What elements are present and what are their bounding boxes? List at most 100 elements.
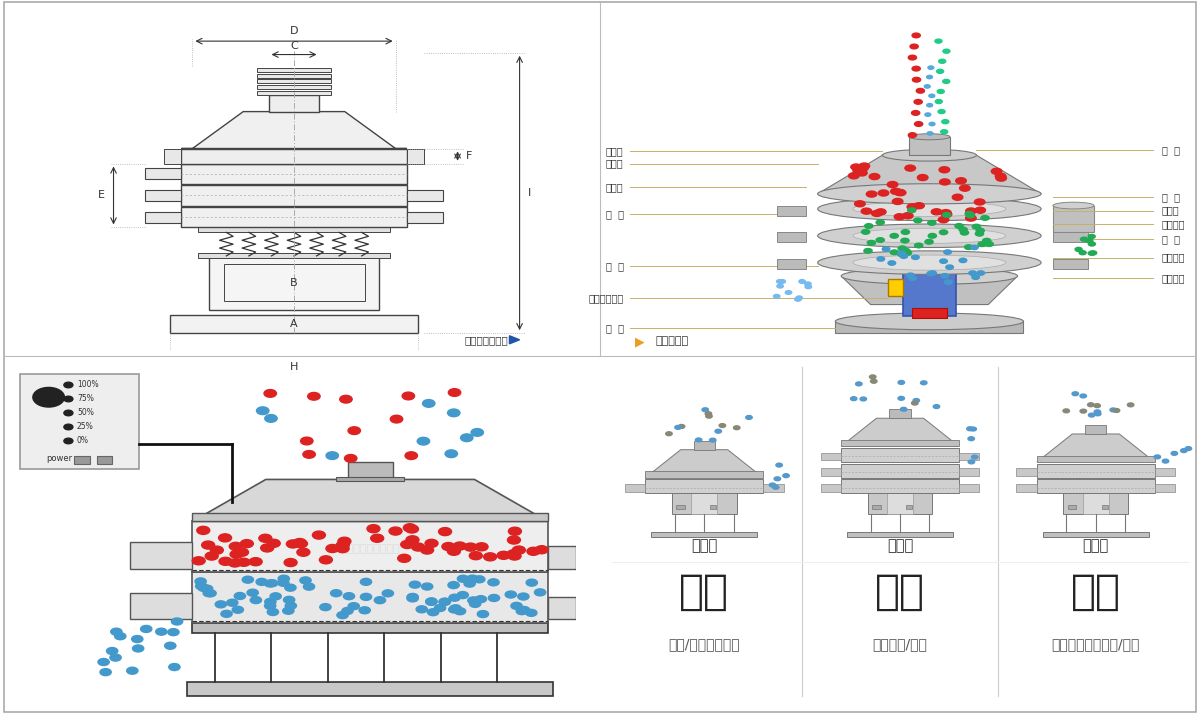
Circle shape bbox=[587, 528, 599, 536]
Circle shape bbox=[1110, 408, 1116, 412]
Circle shape bbox=[745, 416, 752, 419]
Circle shape bbox=[229, 543, 242, 550]
Circle shape bbox=[472, 428, 484, 436]
Bar bbox=[959, 468, 979, 476]
Text: 去除异物/结块: 去除异物/结块 bbox=[872, 637, 928, 651]
Circle shape bbox=[926, 76, 932, 79]
Circle shape bbox=[344, 455, 356, 462]
Circle shape bbox=[268, 608, 278, 615]
Circle shape bbox=[926, 271, 935, 276]
Circle shape bbox=[983, 238, 991, 243]
Circle shape bbox=[907, 208, 916, 213]
Polygon shape bbox=[192, 480, 548, 521]
Circle shape bbox=[995, 174, 1006, 179]
Circle shape bbox=[98, 658, 109, 665]
Circle shape bbox=[706, 414, 713, 418]
Ellipse shape bbox=[853, 228, 1006, 243]
Circle shape bbox=[439, 598, 451, 605]
Circle shape bbox=[526, 609, 536, 616]
Circle shape bbox=[917, 89, 924, 93]
Bar bbox=[407, 212, 444, 223]
Circle shape bbox=[978, 242, 986, 246]
Circle shape bbox=[468, 597, 479, 604]
Circle shape bbox=[442, 543, 455, 550]
Polygon shape bbox=[646, 450, 763, 478]
Circle shape bbox=[266, 580, 278, 587]
Bar bbox=[841, 463, 959, 478]
Circle shape bbox=[928, 131, 932, 135]
Circle shape bbox=[695, 438, 702, 442]
Circle shape bbox=[508, 550, 521, 558]
Circle shape bbox=[270, 593, 281, 600]
Bar bbox=[889, 409, 911, 418]
Circle shape bbox=[968, 271, 977, 276]
Circle shape bbox=[64, 396, 73, 402]
Circle shape bbox=[706, 412, 712, 416]
Circle shape bbox=[264, 390, 276, 397]
Circle shape bbox=[202, 585, 212, 592]
Circle shape bbox=[401, 540, 414, 548]
Circle shape bbox=[403, 524, 416, 532]
Circle shape bbox=[941, 273, 948, 278]
Text: 下部重锤: 下部重锤 bbox=[1162, 273, 1186, 283]
Circle shape bbox=[438, 528, 451, 536]
Bar bbox=[1043, 532, 1148, 537]
Circle shape bbox=[944, 280, 952, 284]
Ellipse shape bbox=[817, 224, 1042, 248]
Circle shape bbox=[938, 216, 949, 223]
Bar bbox=[1068, 505, 1076, 509]
Bar bbox=[223, 264, 365, 301]
Circle shape bbox=[935, 99, 942, 104]
Circle shape bbox=[218, 534, 232, 542]
Bar bbox=[694, 441, 715, 450]
Circle shape bbox=[941, 211, 952, 217]
Text: I: I bbox=[528, 188, 532, 198]
Circle shape bbox=[312, 531, 325, 539]
Circle shape bbox=[776, 280, 784, 283]
Bar bbox=[192, 572, 548, 623]
Circle shape bbox=[1114, 408, 1120, 413]
Circle shape bbox=[980, 216, 989, 221]
Bar bbox=[652, 532, 757, 537]
Circle shape bbox=[469, 552, 482, 560]
Circle shape bbox=[475, 595, 486, 603]
Circle shape bbox=[908, 55, 917, 60]
Circle shape bbox=[168, 628, 179, 635]
Bar bbox=[625, 484, 646, 492]
Circle shape bbox=[264, 580, 276, 587]
Circle shape bbox=[284, 558, 298, 567]
Circle shape bbox=[928, 66, 934, 69]
Circle shape bbox=[942, 213, 950, 217]
Bar bbox=[841, 448, 959, 462]
Circle shape bbox=[215, 601, 227, 608]
Circle shape bbox=[895, 190, 906, 196]
Text: 筛  网: 筛 网 bbox=[1162, 145, 1180, 155]
Bar bbox=[257, 85, 331, 89]
Bar bbox=[181, 207, 407, 227]
Text: 去除液体中的颗粒/异物: 去除液体中的颗粒/异物 bbox=[1051, 637, 1140, 651]
Circle shape bbox=[925, 239, 934, 244]
Circle shape bbox=[359, 607, 371, 614]
Circle shape bbox=[348, 603, 359, 610]
Bar bbox=[821, 484, 841, 492]
Circle shape bbox=[857, 170, 868, 176]
Circle shape bbox=[996, 175, 1007, 181]
Bar bbox=[187, 683, 553, 696]
Circle shape bbox=[100, 668, 112, 675]
Circle shape bbox=[156, 628, 167, 635]
Circle shape bbox=[894, 213, 905, 220]
Circle shape bbox=[235, 548, 248, 556]
Circle shape bbox=[774, 294, 780, 298]
Bar bbox=[908, 137, 950, 155]
Circle shape bbox=[966, 215, 976, 221]
Circle shape bbox=[898, 381, 905, 384]
Circle shape bbox=[890, 188, 901, 194]
Polygon shape bbox=[841, 276, 1018, 305]
Circle shape bbox=[448, 582, 460, 588]
Text: 分级: 分级 bbox=[679, 570, 730, 613]
Circle shape bbox=[197, 526, 210, 534]
Polygon shape bbox=[841, 418, 959, 446]
Circle shape bbox=[374, 597, 385, 603]
Circle shape bbox=[960, 185, 970, 191]
Circle shape bbox=[913, 398, 919, 403]
